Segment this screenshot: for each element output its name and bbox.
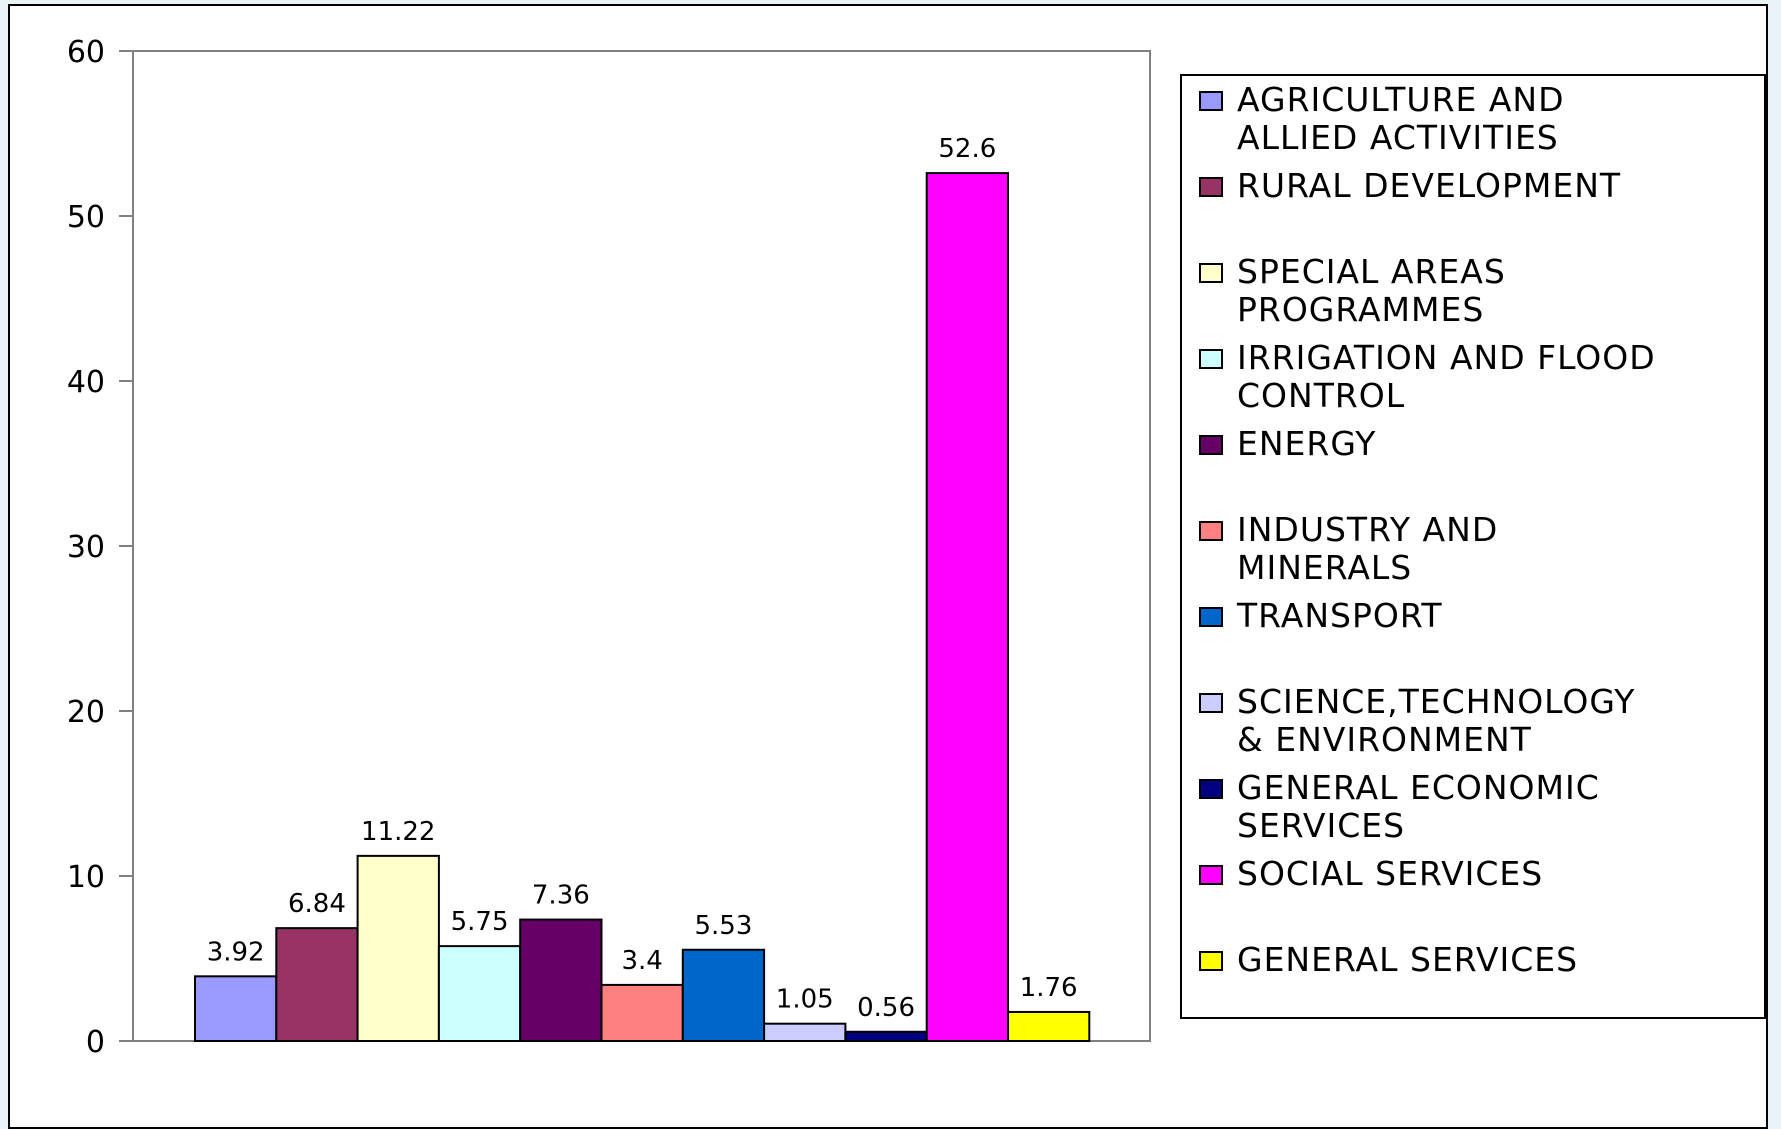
bar	[519, 918, 603, 1042]
bar	[681, 948, 766, 1043]
data-label: 3.4	[621, 946, 662, 976]
data-label: 0.56	[857, 993, 915, 1023]
legend-box	[1180, 74, 1766, 1019]
data-label: 5.53	[695, 911, 753, 941]
bar	[763, 1022, 847, 1042]
bar	[844, 1030, 928, 1043]
legend-label: MINERALS	[1237, 548, 1412, 587]
data-labels: 3.92 6.84 11.22 5.75 7.36 3.4 5.53 1.05 0.56 52.6…	[207, 134, 1078, 1023]
legend-label: IRRIGATION AND FLOOD	[1237, 338, 1656, 377]
legend-label: SOCIAL SERVICES	[1237, 854, 1543, 893]
legend-label: GENERAL SERVICES	[1237, 940, 1578, 979]
bar	[194, 975, 278, 1043]
legend-label: TRANSPORT	[1236, 596, 1443, 635]
data-label: 52.6	[938, 134, 996, 164]
data-label: 5.75	[451, 907, 509, 937]
y-tick-label: 50	[67, 200, 105, 235]
data-label: 6.84	[288, 889, 346, 919]
bar	[600, 983, 684, 1043]
legend-label: & ENVIRONMENT	[1237, 720, 1532, 759]
legend-label: PROGRAMMES	[1237, 290, 1484, 329]
legend-swatch	[1199, 435, 1223, 455]
bar	[925, 172, 1010, 1043]
bar	[356, 854, 440, 1042]
legend-label: CONTROL	[1237, 376, 1405, 415]
data-label: 3.92	[207, 937, 265, 967]
legend-swatch	[1199, 607, 1223, 627]
legend-swatch	[1199, 349, 1223, 369]
legend-label: SERVICES	[1237, 806, 1405, 845]
legend-label: SCIENCE,TECHNOLOGY	[1237, 682, 1635, 721]
legend-label: AGRICULTURE AND	[1237, 80, 1565, 119]
legend-label: SPECIAL AREAS	[1237, 252, 1506, 291]
legend-label: ALLIED ACTIVITIES	[1237, 118, 1559, 157]
legend-swatch	[1199, 177, 1223, 197]
legend-label: GENERAL ECONOMIC	[1237, 768, 1600, 807]
legend-swatch	[1199, 779, 1223, 799]
legend-swatch	[1199, 91, 1223, 111]
bar	[1007, 1010, 1091, 1043]
legend-label: INDUSTRY AND	[1237, 510, 1498, 549]
bar	[437, 945, 522, 1042]
bars	[194, 172, 1091, 1043]
y-tick-label: 10	[67, 860, 105, 895]
bar	[275, 927, 359, 1043]
y-tick-label: 20	[67, 695, 105, 730]
legend-label: RURAL DEVELOPMENT	[1237, 166, 1621, 205]
data-label: 1.76	[1020, 973, 1078, 1003]
data-label: 7.36	[532, 881, 590, 911]
data-label: 11.22	[361, 817, 435, 847]
legend-swatch	[1199, 263, 1223, 283]
y-tick-label: 0	[86, 1025, 105, 1060]
legend-swatch	[1199, 865, 1223, 885]
legend-swatch	[1199, 521, 1223, 541]
data-label: 1.05	[776, 985, 834, 1015]
y-tick-label: 40	[67, 365, 105, 400]
legend-swatch	[1199, 693, 1223, 713]
y-axis: 0 10 20 30 40 50 60	[67, 35, 134, 1060]
y-tick-label: 60	[67, 35, 105, 70]
legend-label: ENERGY	[1237, 424, 1376, 463]
legend-swatch	[1199, 951, 1223, 971]
y-tick-label: 30	[67, 530, 105, 565]
